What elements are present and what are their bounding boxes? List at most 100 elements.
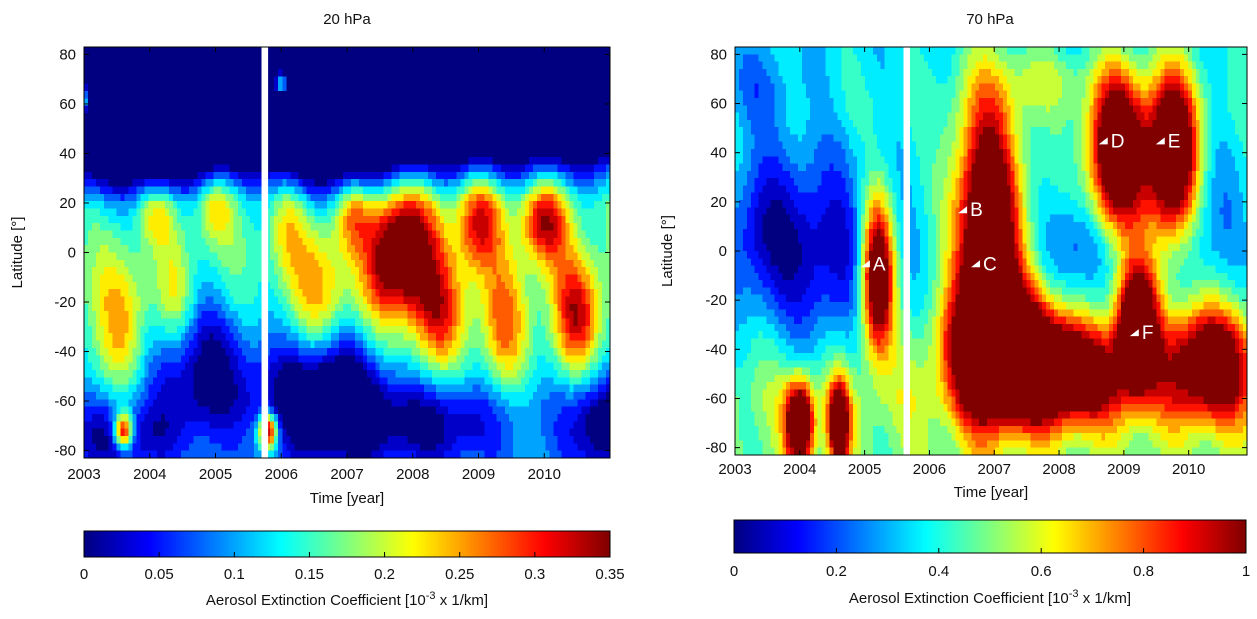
heatmap-cell	[84, 311, 89, 319]
heatmap-cell	[137, 208, 142, 216]
heatmap-cell	[311, 260, 316, 268]
heatmap-cell	[120, 304, 125, 312]
heatmap-cell	[302, 91, 307, 99]
heatmap-cell	[351, 164, 356, 172]
heatmap-cell	[436, 216, 441, 224]
heatmap-cell	[400, 311, 405, 319]
heatmap-cell	[355, 216, 360, 224]
heatmap-cell	[133, 370, 138, 378]
heatmap-cell	[379, 319, 384, 327]
heatmap-cell	[96, 399, 101, 407]
heatmap-cell	[294, 297, 299, 305]
heatmap-cell	[400, 370, 405, 378]
heatmap-cell	[420, 399, 425, 407]
heatmap-cell	[290, 172, 295, 180]
heatmap-cell	[339, 164, 344, 172]
heatmap-cell	[363, 311, 368, 319]
heatmap-cell	[137, 230, 142, 238]
heatmap-cell	[400, 179, 405, 187]
heatmap-cell	[294, 76, 299, 84]
heatmap-cell	[396, 311, 401, 319]
heatmap-cell	[315, 267, 320, 275]
heatmap-cell	[335, 311, 340, 319]
heatmap-cell	[92, 98, 97, 106]
heatmap-cell	[367, 245, 372, 253]
heatmap-cell	[137, 150, 142, 158]
heatmap-cell	[424, 230, 429, 238]
heatmap-cell	[246, 208, 251, 216]
heatmap-cell	[290, 98, 295, 106]
heatmap-cell	[84, 142, 89, 150]
heatmap-cell	[392, 399, 397, 407]
heatmap-cell	[331, 304, 336, 312]
heatmap-cell	[104, 429, 109, 437]
heatmap-cell	[294, 62, 299, 70]
heatmap-cell	[230, 84, 235, 92]
heatmap-cell	[177, 267, 182, 275]
heatmap-cell	[396, 62, 401, 70]
heatmap-cell	[351, 201, 356, 209]
heatmap-cell	[327, 267, 332, 275]
heatmap-cell	[177, 54, 182, 62]
heatmap-cell	[189, 98, 194, 106]
heatmap-cell	[436, 142, 441, 150]
heatmap-cell	[311, 54, 316, 62]
heatmap-cell	[92, 282, 97, 290]
heatmap-cell	[416, 267, 421, 275]
heatmap-cell	[181, 84, 186, 92]
heatmap-cell	[311, 319, 316, 327]
heatmap-cell	[412, 230, 417, 238]
heatmap-cell	[335, 377, 340, 385]
heatmap-cell	[157, 120, 162, 128]
heatmap-cell	[315, 238, 320, 246]
heatmap-cell	[408, 230, 413, 238]
heatmap-cell	[133, 194, 138, 202]
heatmap-cell	[88, 201, 93, 209]
heatmap-cell	[226, 164, 231, 172]
heatmap-cell	[298, 157, 303, 165]
heatmap-cell	[149, 414, 154, 422]
heatmap-cell	[129, 341, 134, 349]
heatmap-cell	[327, 326, 332, 334]
heatmap-cell	[286, 260, 291, 268]
heatmap-cell	[298, 282, 303, 290]
heatmap-cell	[169, 267, 174, 275]
heatmap-cell	[149, 443, 154, 451]
heatmap-cell	[343, 179, 348, 187]
heatmap-cell	[424, 377, 429, 385]
heatmap-cell	[129, 311, 134, 319]
heatmap-cell	[149, 54, 154, 62]
heatmap-cell	[270, 326, 275, 334]
heatmap-cell	[290, 451, 295, 459]
heatmap-cell	[193, 297, 198, 305]
heatmap-cell	[416, 443, 421, 451]
heatmap-cell	[209, 194, 214, 202]
heatmap-cell	[230, 377, 235, 385]
heatmap-cell	[149, 142, 154, 150]
heatmap-cell	[319, 443, 324, 451]
heatmap-cell	[420, 385, 425, 393]
heatmap-cell	[153, 392, 158, 400]
heatmap-cell	[104, 179, 109, 187]
heatmap-cell	[319, 186, 324, 194]
heatmap-cell	[383, 186, 388, 194]
heatmap-cell	[185, 142, 190, 150]
heatmap-cell	[133, 54, 138, 62]
heatmap-cell	[201, 282, 206, 290]
heatmap-cell	[124, 392, 129, 400]
heatmap-cell	[181, 436, 186, 444]
heatmap-cell	[129, 128, 134, 136]
heatmap-cell	[323, 304, 328, 312]
heatmap-cell	[335, 113, 340, 121]
heatmap-cell	[274, 267, 279, 275]
heatmap-cell	[153, 429, 158, 437]
heatmap-cell	[351, 172, 356, 180]
heatmap-cell	[298, 289, 303, 297]
heatmap-cell	[254, 385, 259, 393]
heatmap-cell	[246, 399, 251, 407]
heatmap-cell	[404, 289, 409, 297]
heatmap-cell	[270, 164, 275, 172]
heatmap-cell	[298, 341, 303, 349]
heatmap-cell	[400, 348, 405, 356]
heatmap-cell	[294, 341, 299, 349]
